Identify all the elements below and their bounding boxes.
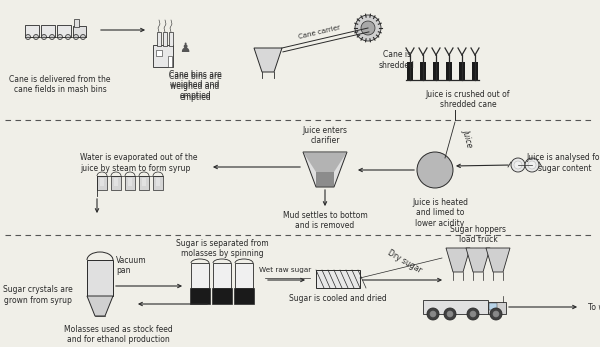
Bar: [212, 288, 232, 304]
Circle shape: [490, 308, 502, 320]
Bar: [41, 25, 55, 37]
Text: Vacuum
pan: Vacuum pan: [116, 256, 146, 276]
Text: Molasses used as stock feed
and for ethanol production: Molasses used as stock feed and for etha…: [64, 325, 172, 345]
Circle shape: [80, 34, 86, 40]
Polygon shape: [303, 152, 347, 172]
Bar: [156, 178, 160, 186]
Bar: [57, 25, 71, 37]
Circle shape: [528, 161, 536, 169]
Bar: [489, 303, 497, 310]
Bar: [420, 62, 426, 80]
Circle shape: [34, 34, 38, 40]
Bar: [423, 300, 488, 314]
Bar: [316, 270, 360, 288]
Bar: [157, 32, 161, 46]
Text: Sugar hoppers
load truck: Sugar hoppers load truck: [450, 225, 506, 244]
Bar: [190, 288, 210, 304]
Bar: [235, 263, 253, 288]
Polygon shape: [254, 48, 282, 72]
Bar: [446, 62, 452, 80]
Polygon shape: [316, 172, 334, 187]
Bar: [111, 176, 121, 190]
Bar: [73, 26, 86, 37]
Text: Sugar crystals are
grown from syrup: Sugar crystals are grown from syrup: [3, 285, 73, 305]
Circle shape: [65, 34, 71, 40]
Bar: [114, 178, 118, 186]
Polygon shape: [486, 248, 510, 272]
Bar: [169, 32, 173, 46]
Text: Cane bins are
weighed and
emptied: Cane bins are weighed and emptied: [169, 70, 221, 100]
Polygon shape: [446, 248, 470, 272]
Bar: [25, 25, 39, 37]
Bar: [100, 178, 104, 186]
Bar: [459, 62, 465, 80]
Text: Sugar is cooled and dried: Sugar is cooled and dried: [289, 294, 387, 303]
Text: Juice enters
clarifier: Juice enters clarifier: [302, 126, 347, 145]
Text: Juice is heated
and limed to
lower acidity: Juice is heated and limed to lower acidi…: [412, 198, 468, 228]
Circle shape: [447, 311, 453, 317]
Bar: [128, 178, 132, 186]
Circle shape: [74, 34, 79, 40]
Circle shape: [514, 161, 522, 169]
Bar: [153, 176, 163, 190]
Bar: [142, 178, 146, 186]
Text: To warehouse: To warehouse: [588, 303, 600, 312]
Circle shape: [49, 34, 55, 40]
Circle shape: [25, 34, 31, 40]
Circle shape: [361, 21, 375, 35]
Polygon shape: [303, 152, 347, 187]
Bar: [87, 260, 113, 296]
Circle shape: [41, 34, 47, 40]
Text: Mud settles to bottom
and is removed: Mud settles to bottom and is removed: [283, 211, 367, 230]
Circle shape: [355, 15, 381, 41]
Circle shape: [525, 158, 539, 172]
Circle shape: [493, 311, 499, 317]
Text: Juice is analysed for
sugar content: Juice is analysed for sugar content: [527, 153, 600, 173]
Text: Wet raw sugar: Wet raw sugar: [259, 267, 311, 273]
Bar: [213, 263, 231, 288]
Bar: [97, 176, 107, 190]
Circle shape: [417, 152, 453, 188]
Polygon shape: [87, 296, 113, 316]
Text: Juice is crushed out of
shredded cane: Juice is crushed out of shredded cane: [426, 90, 510, 109]
Bar: [163, 32, 167, 46]
Text: Dry sugar: Dry sugar: [386, 249, 424, 275]
Polygon shape: [466, 248, 490, 272]
Circle shape: [58, 34, 62, 40]
Text: Cane carrier: Cane carrier: [298, 24, 341, 40]
Text: Cane is
shredded: Cane is shredded: [379, 50, 415, 70]
Text: Juice: Juice: [461, 128, 475, 148]
Bar: [153, 45, 173, 67]
Text: Sugar is separated from
molasses by spinning: Sugar is separated from molasses by spin…: [176, 239, 268, 258]
Bar: [433, 62, 439, 80]
Bar: [234, 288, 254, 304]
Bar: [407, 62, 413, 80]
Circle shape: [430, 311, 436, 317]
Bar: [74, 19, 79, 27]
Text: Cane is delivered from the
cane fields in mash bins: Cane is delivered from the cane fields i…: [9, 75, 111, 94]
Text: ♟: ♟: [179, 42, 191, 54]
Bar: [488, 302, 506, 314]
Text: Water is evaporated out of the
juice by steam to form syrup: Water is evaporated out of the juice by …: [80, 153, 197, 173]
Text: Cane bins are
weighed and
emptied: Cane bins are weighed and emptied: [169, 72, 221, 102]
Circle shape: [467, 308, 479, 320]
Bar: [139, 176, 149, 190]
Bar: [156, 50, 162, 56]
Circle shape: [444, 308, 456, 320]
Bar: [168, 56, 172, 67]
Circle shape: [470, 311, 476, 317]
Bar: [472, 62, 478, 80]
Circle shape: [427, 308, 439, 320]
Bar: [191, 263, 209, 288]
Bar: [125, 176, 135, 190]
Circle shape: [511, 158, 525, 172]
